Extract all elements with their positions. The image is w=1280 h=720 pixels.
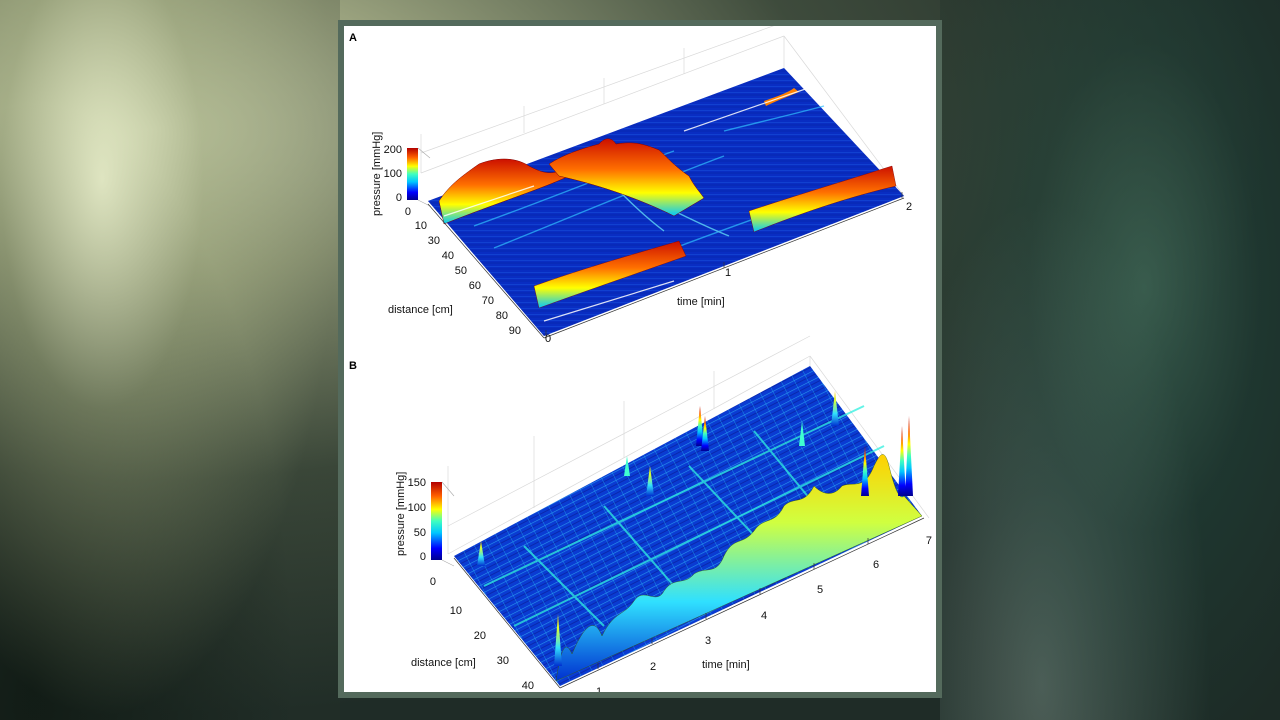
panel-b-x-tick: 2 [650,661,656,673]
panel-b: B [349,335,932,692]
panel-a-x-tick: 1 [725,267,731,279]
panel-b-x-tick: 6 [873,559,879,571]
panel-a-y-tick: 50 [455,265,467,277]
panel-a-ridge-distal [533,240,687,309]
panel-b-x-tick: 7 [926,535,932,547]
panel-b-y-tick: 0 [430,576,436,588]
panel-b-zlabel: pressure [mmHg] [395,472,407,556]
panel-b-ylabel: distance [cm] [411,657,476,669]
panel-a-zlabel: pressure [mmHg] [371,132,383,216]
panel-b-y-tick: 40 [522,680,534,692]
panel-b-spikes [477,391,913,666]
panel-b-y-tick: 10 [450,605,462,617]
panel-b-x-axis [559,517,925,689]
panel-b-x-ticks: 1 2 3 4 5 6 7 [596,535,932,692]
figure-canvas: A [344,26,936,692]
panel-a-x-tick: 2 [906,201,912,213]
panel-a-x-ticks: 0 1 2 [545,192,912,345]
panel-a-xlabel: time [min] [677,296,725,308]
panel-a-y-tick: 30 [428,235,440,247]
background-left-blur [0,0,340,720]
figure-svg: A [349,26,932,692]
panel-a-y-tick: 90 [509,325,521,337]
panel-a-letter: A [349,32,357,44]
panel-b-y-tick: 30 [497,655,509,667]
panel-a-cbar-tick: 100 [384,168,402,180]
panel-a-ylabel: distance [cm] [388,304,453,316]
panel-b-cbar-tick: 50 [414,527,426,539]
panel-a-y-ticks: 0 10 30 40 50 60 70 80 90 [405,206,521,337]
panel-b-xlabel: time [min] [702,659,750,671]
panel-b-y-ticks: 0 10 20 30 40 [430,576,534,692]
panel-a-ridge-late [748,165,897,233]
panel-b-cbar-tick: 100 [408,502,426,514]
panel-a-ridge-main [548,138,705,217]
panel-b-letter: B [349,360,357,372]
panel-b-y-axis [453,557,561,689]
panel-a-y-tick: 10 [415,220,427,232]
panel-b-x-tick: 4 [761,610,767,622]
panel-a-cbar-tick: 200 [384,144,402,156]
panel-a-y-axis [427,203,545,339]
panel-a: A [349,26,912,345]
panel-a-y-tick: 80 [496,310,508,322]
panel-b-x-tick: 3 [705,635,711,647]
panel-b-ridge-front [555,454,923,682]
panel-a-y-tick: 70 [482,295,494,307]
background-right-blur [940,0,1280,720]
panel-a-y-tick: 60 [469,280,481,292]
panel-a-ridge-proximal [438,158,570,225]
panel-b-cbar-tick: 0 [420,551,426,563]
panel-a-streaks [443,85,815,322]
panel-a-y-tick: 40 [442,250,454,262]
panel-a-y-tick: 0 [405,206,411,218]
panel-b-colorbar [431,482,442,560]
figure-frame: A [338,20,942,698]
panel-a-colorbar [407,148,418,200]
panel-a-x-tick: 0 [545,333,551,345]
panel-b-cbar-tick: 150 [408,477,426,489]
panel-a-cbar-tick: 0 [396,192,402,204]
panel-b-x-tick: 1 [596,686,602,692]
panel-b-y-tick: 20 [474,630,486,642]
panel-b-x-tick: 5 [817,584,823,596]
